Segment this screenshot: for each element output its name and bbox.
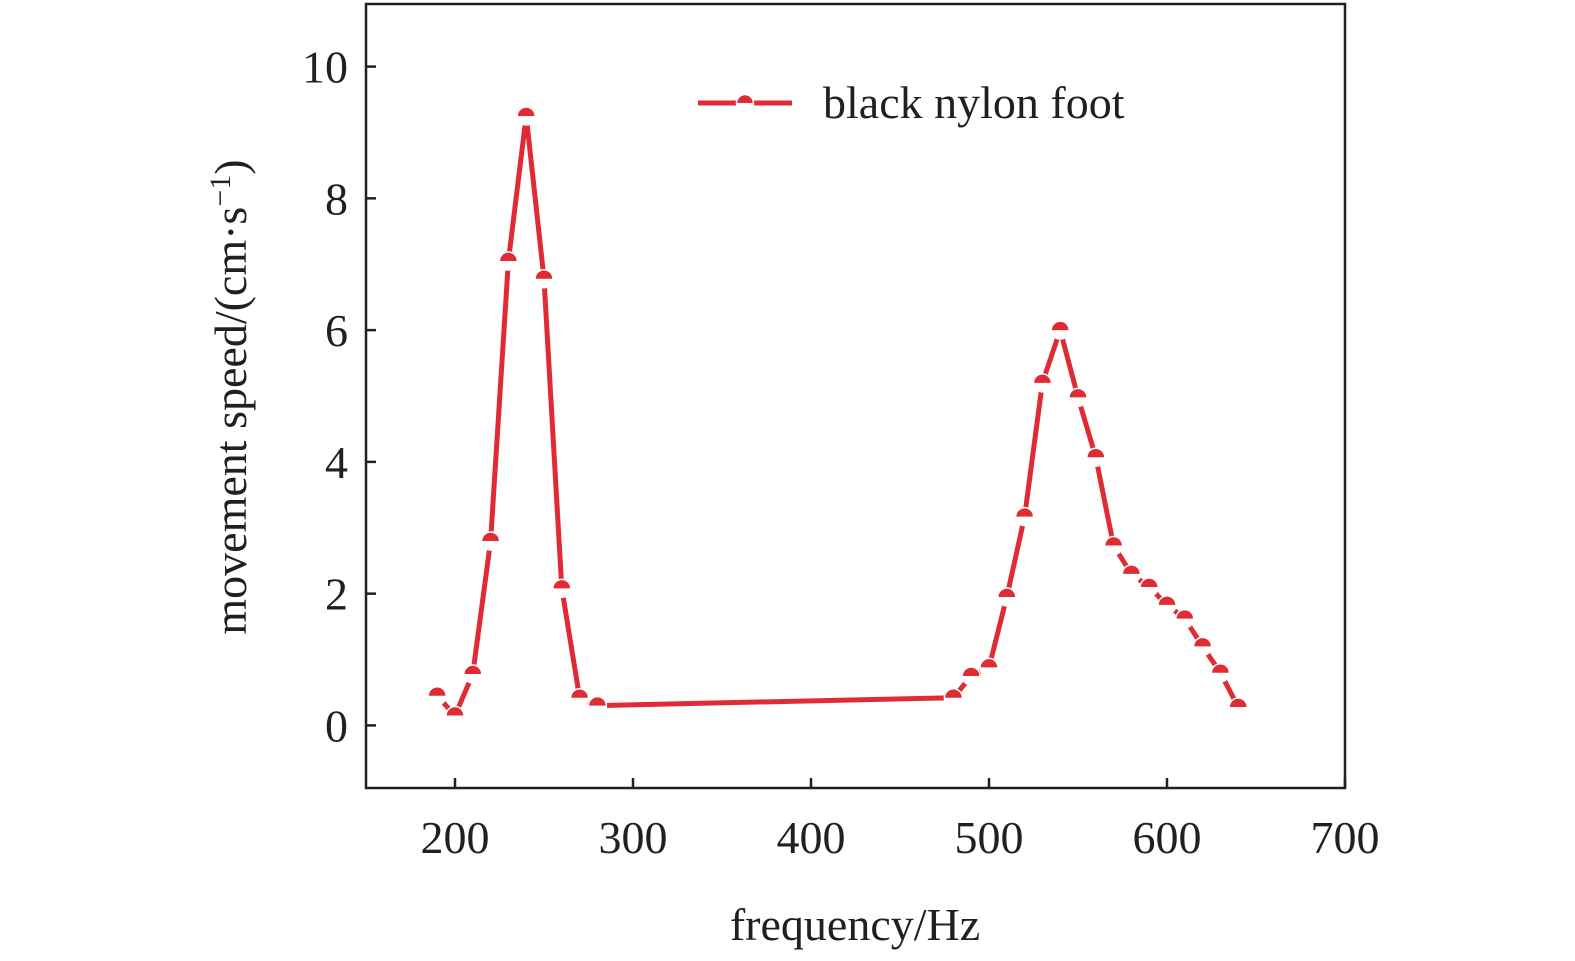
data-point <box>1086 447 1106 468</box>
y-tick-label: 2 <box>325 569 348 620</box>
data-point <box>463 664 483 684</box>
data-point-highlight <box>428 695 447 705</box>
data-point-highlight <box>535 278 553 288</box>
data-point <box>1210 662 1231 683</box>
data-point <box>1050 320 1070 340</box>
data-point <box>1175 608 1195 629</box>
data-point <box>1014 506 1035 527</box>
data-point-highlight <box>1015 516 1034 526</box>
y-tick-label: 0 <box>325 700 348 751</box>
data-point <box>1068 387 1088 408</box>
data-point-highlight <box>1211 672 1230 682</box>
data-point-highlight <box>1104 545 1123 555</box>
data-point-highlight <box>997 596 1016 606</box>
data-point-highlight <box>1229 706 1248 716</box>
y-axis-title-superscript: −1 <box>204 175 237 207</box>
data-point <box>943 687 964 708</box>
y-axis-title-close: ) <box>205 159 256 174</box>
data-point <box>569 687 590 708</box>
data-point <box>445 705 465 726</box>
legend-label: black nylon foot <box>823 77 1125 128</box>
y-tick-label: 10 <box>302 42 348 93</box>
data-point <box>1121 564 1142 584</box>
data-point-highlight <box>1086 457 1105 467</box>
data-point-highlight <box>446 715 464 725</box>
data-point-highlight <box>552 588 571 598</box>
data-point-highlight <box>1158 604 1176 614</box>
plot-frame <box>364 2 1347 790</box>
data-point <box>427 686 447 706</box>
x-axis-title: frequency/Hz <box>730 899 980 950</box>
data-point <box>1157 595 1177 615</box>
data-point <box>516 106 536 126</box>
y-tick-label: 4 <box>325 437 348 488</box>
data-point-highlight <box>1193 646 1212 656</box>
data-point <box>1032 373 1053 393</box>
data-point <box>961 666 981 686</box>
y-axis-title-main: movement speed/(cm·s <box>205 207 256 635</box>
data-point-highlight <box>1033 382 1052 392</box>
y-axis: 0 2 4 6 8 10 <box>302 42 376 751</box>
data-point <box>1192 636 1213 657</box>
x-tick-label: 700 <box>1311 812 1380 863</box>
data-point-highlight <box>980 667 998 677</box>
data-point-highlight <box>588 705 607 715</box>
x-tick-label: 200 <box>421 812 490 863</box>
data-point-highlight <box>499 260 518 270</box>
y-axis-title: movement speed/(cm·s−1) <box>204 159 256 634</box>
data-point <box>498 251 519 271</box>
data-point-highlight <box>1069 397 1087 407</box>
data-point-highlight <box>481 540 500 550</box>
x-tick-label: 400 <box>777 812 846 863</box>
y-tick-label: 8 <box>325 173 348 224</box>
legend-marker-highlight <box>736 103 754 112</box>
x-tick-label: 500 <box>955 812 1024 863</box>
data-point <box>1228 697 1248 717</box>
data-point-highlight <box>1175 618 1194 628</box>
data-point <box>979 657 999 678</box>
x-axis: 200 300 400 500 600 700 <box>421 778 1380 863</box>
data-point-highlight <box>962 676 981 685</box>
data-point-highlight <box>944 697 963 707</box>
data-point-highlight <box>1051 330 1070 340</box>
data-point <box>997 587 1017 607</box>
data-point-highlight <box>1122 573 1141 583</box>
data-point <box>534 268 554 289</box>
series-line <box>435 113 1241 718</box>
y-tick-label: 6 <box>325 305 348 356</box>
data-point-highlight <box>517 116 536 125</box>
data-point <box>1103 535 1124 556</box>
data-point <box>1139 577 1159 597</box>
series-layer <box>427 106 1248 726</box>
data-point <box>480 531 501 551</box>
legend: black nylon foot <box>698 77 1125 128</box>
data-point <box>587 695 608 716</box>
data-point-highlight <box>463 674 482 684</box>
data-point-highlight <box>1140 587 1159 597</box>
data-point <box>552 578 572 599</box>
x-tick-label: 300 <box>599 812 668 863</box>
data-point-highlight <box>570 697 589 707</box>
x-tick-label: 600 <box>1133 812 1202 863</box>
